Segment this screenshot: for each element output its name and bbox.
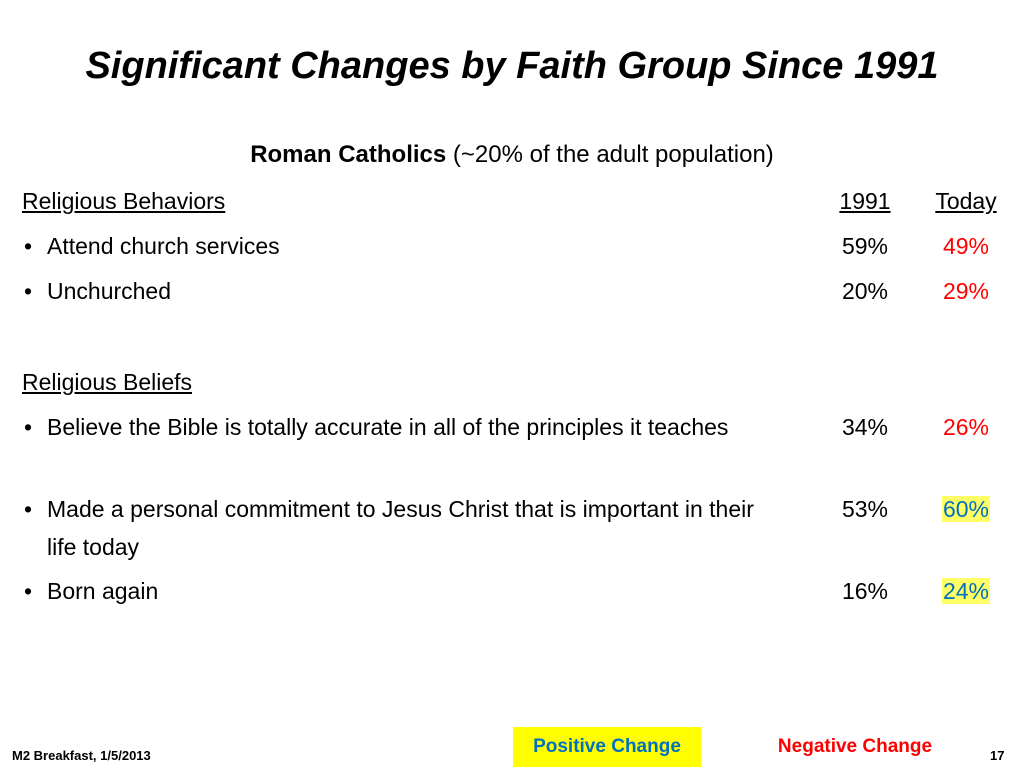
value-1991: 20% [841,278,889,304]
value-1991: 53% [841,496,889,522]
legend-negative-change: Negative Change [777,736,933,757]
column-header-today: Today [935,188,997,214]
page-number: 17 [990,748,1005,763]
value-1991: 59% [841,233,889,259]
column-header-1991: 1991 [839,188,891,214]
item-text: Attend church services [47,233,280,259]
value-today: 49% [942,233,990,259]
subtitle-group-name: Roman Catholics [250,141,447,168]
value-1991: 34% [841,414,889,440]
item-text: Born again [47,578,159,604]
value-today: 26% [942,414,990,440]
positive-highlight: 24% [941,578,991,604]
beliefs-heading: Religious Beliefs [22,369,193,395]
bullet-icon: • [24,414,33,440]
bullet-icon: • [24,496,33,522]
legend-positive-change: Positive Change [513,727,701,767]
item-text: Unchurched [47,278,172,304]
value-1991: 16% [841,578,889,604]
bullet-icon: • [24,233,33,259]
behaviors-heading: Religious Behaviors [22,188,226,214]
bullet-icon: • [24,578,33,604]
item-text: Made a personal commitment to Jesus Chri… [47,496,754,560]
bullet-icon: • [24,278,33,304]
slide-title: Significant Changes by Faith Group Since… [85,45,939,87]
footer-source: M2 Breakfast, 1/5/2013 [12,748,151,763]
subtitle-population-note: (~20% of the adult population) [452,141,774,168]
value-today: 24% [928,572,1004,610]
value-today: 60% [928,490,1004,528]
positive-highlight: 60% [941,496,991,522]
value-today: 29% [942,278,990,304]
item-text: Believe the Bible is totally accurate in… [47,414,729,440]
slide-subtitle: Roman Catholics (~20% of the adult popul… [0,137,1024,173]
